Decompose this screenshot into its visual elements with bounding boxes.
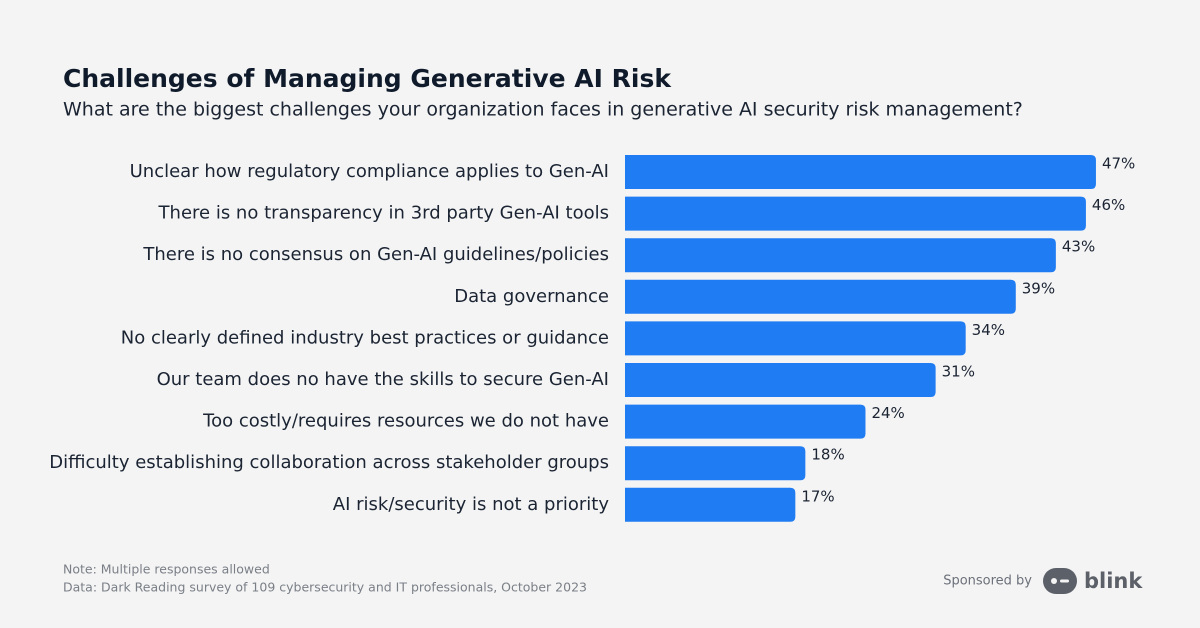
bar [625,363,936,397]
bar [625,238,1056,273]
category-label: Our team does no have the skills to secu… [157,369,609,390]
note: Data: Dark Reading survey of 109 cyberse… [63,580,587,595]
category-label: There is no consensus on Gen-AI guidelin… [142,244,609,265]
bar [625,321,966,356]
bar [625,155,1096,189]
category-label: Data governance [454,286,609,307]
bar [625,487,796,522]
category-label: AI risk/security is not a priority [333,494,610,515]
value-label: 47% [1102,155,1135,173]
chart-subtitle: What are the biggest challenges your org… [63,99,1023,121]
category-label: Unclear how regulatory compliance applie… [130,161,609,182]
sponsor-label: Sponsored by [943,574,1032,589]
category-label: No clearly defined industry best practic… [121,327,609,348]
category-label: Too costly/requires resources we do not … [202,411,609,432]
value-label: 34% [972,321,1005,339]
value-label: 31% [942,363,975,381]
value-label: 39% [1022,279,1055,297]
value-label: 46% [1092,196,1125,214]
value-label: 18% [811,446,844,464]
sponsor-name: blink [1084,569,1143,593]
value-label: 43% [1062,238,1095,256]
category-label: Difficulty establishing collaboration ac… [49,452,609,473]
value-label: 17% [801,487,834,505]
bar [625,279,1016,314]
bar [625,404,866,439]
value-label: 24% [871,404,904,422]
category-label: There is no transparency in 3rd party Ge… [158,203,609,224]
bar [625,196,1086,231]
sponsor-logo [1043,568,1077,594]
note: Note: Multiple responses allowed [63,562,270,577]
chart-title: Challenges of Managing Generative AI Ris… [63,64,672,93]
logo-dot [1051,578,1057,584]
bar [625,446,806,481]
logo-dash [1060,579,1069,583]
